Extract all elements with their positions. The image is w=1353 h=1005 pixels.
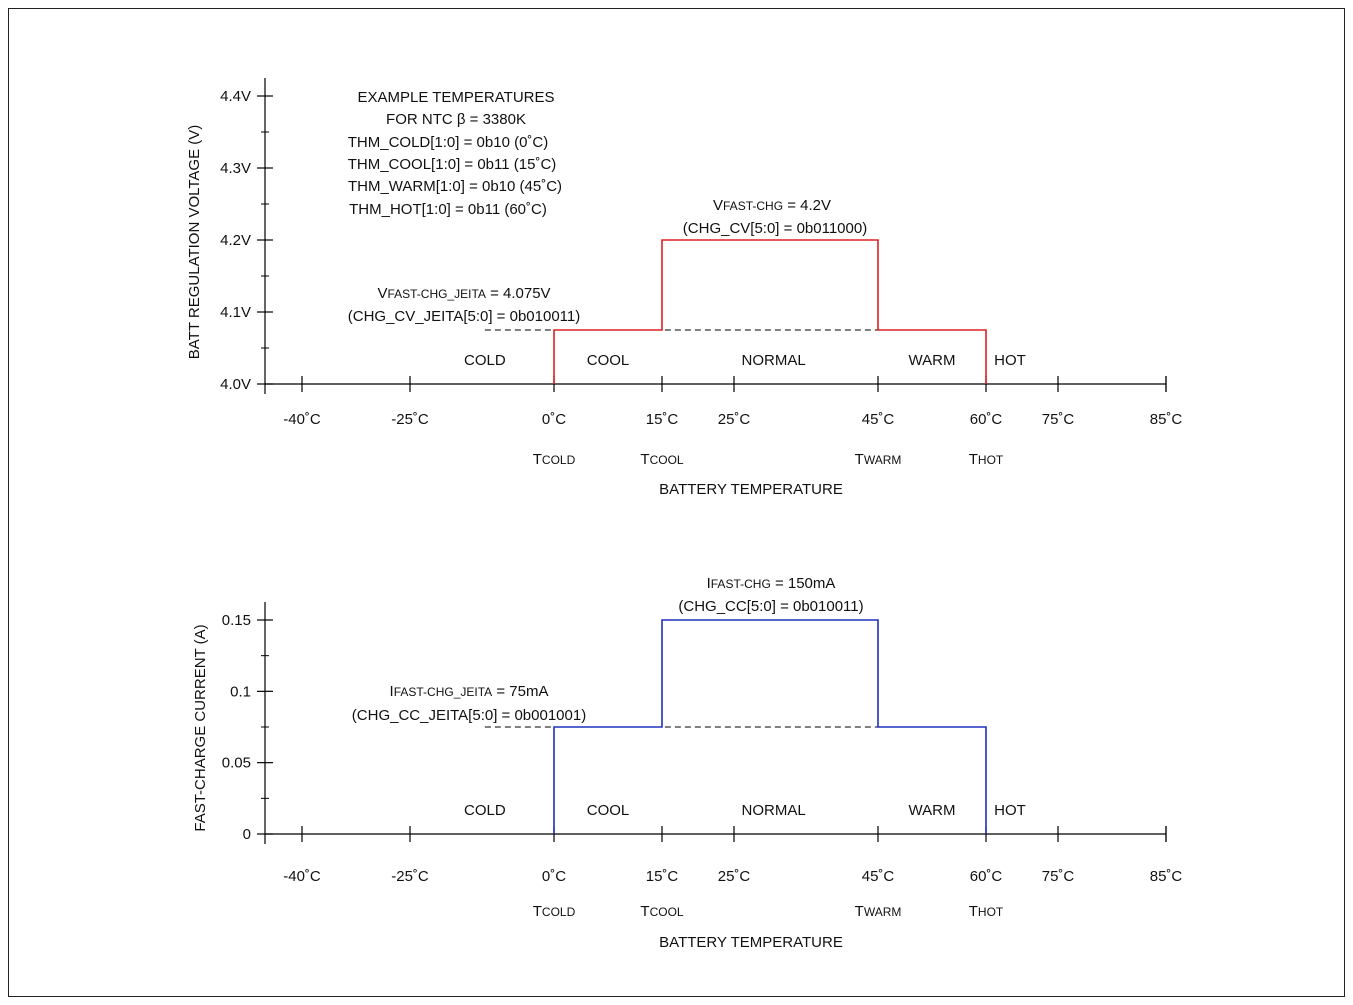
current-ytick-label: 0 [243,826,251,843]
vfast-label: VFAST-CHG = 4.2V [713,197,831,214]
vjeita-label: VFAST-CHG_JEITA = 4.075V [377,285,550,302]
voltage-threshold-label: TCOLD [533,451,576,468]
voltage-xtick-label: 25˚C [718,411,751,428]
current-region-normal: NORMAL [742,802,806,819]
vjeita-register: (CHG_CV_JEITA[5:0] = 0b010011) [348,308,580,325]
threshold-main: T [640,451,649,468]
ifast-main: I [707,575,711,592]
voltage-ytick-label: 4.3V [220,160,251,177]
threshold-sub: COLD [542,905,576,919]
voltage-xtick-label: -40˚C [283,411,321,428]
ijeita-register: (CHG_CC_JEITA[5:0] = 0b001001) [352,707,586,724]
ifast-label: IFAST-CHG = 150mA [707,575,836,592]
current-ytick-label: 0.15 [222,612,251,629]
voltage-xtick-label: 60˚C [970,411,1003,428]
current-series-line [553,619,987,834]
threshold-main: T [533,451,542,468]
vfast-main: V [713,197,723,214]
voltage-ytick-label: 4.1V [220,304,251,321]
current-ytick-label: 0.05 [222,755,251,772]
voltage-chart: BATT REGULATION VOLTAGE (V) BATTERY TEMP… [186,78,1182,498]
voltage-region-hot: HOT [994,352,1026,369]
voltage-region-cold: COLD [464,352,506,369]
current-threshold-label: TCOLD [533,903,576,920]
current-xlabel: BATTERY TEMPERATURE [659,934,843,951]
threshold-main: T [855,903,864,920]
threshold-main: T [969,451,978,468]
voltage-threshold-label: TWARM [855,451,902,468]
voltage-threshold-label: TCOOL [640,451,684,468]
voltage-xtick-label: 85˚C [1150,411,1183,428]
vfast-register: (CHG_CV[5:0] = 0b011000) [683,220,867,237]
vjeita-value: = 4.075V [486,285,551,302]
threshold-sub: COLD [542,453,576,467]
current-region-cold: COLD [464,802,506,819]
voltage-xtick-label: -25˚C [391,411,429,428]
voltage-ylabel: BATT REGULATION VOLTAGE (V) [186,125,203,359]
ijeita-main: I [390,683,394,700]
voltage-region-normal: NORMAL [742,352,806,369]
current-region-cool: COOL [587,802,630,819]
voltage-ytick-label: 4.4V [220,88,251,105]
ifast-register: (CHG_CC[5:0] = 0b010011) [678,598,863,615]
current-threshold-label: TCOOL [640,903,684,920]
voltage-xtick-label: 0˚C [542,411,566,428]
current-threshold-label: THOT [969,903,1004,920]
threshold-sub: HOT [978,453,1004,467]
current-xtick-label: 25˚C [718,868,751,885]
voltage-series-line [553,239,987,384]
current-xtick-label: 60˚C [970,868,1003,885]
voltage-xtick-label: 75˚C [1042,411,1075,428]
voltage-xtick-label: 45˚C [862,411,895,428]
threshold-sub: WARM [864,453,902,467]
vfast-sub: FAST-CHG [723,199,783,213]
vjeita-main: V [377,285,387,302]
example-line-warm: THM_WARM[1:0] = 0b10 (45˚C) [348,178,562,195]
current-chart: FAST-CHARGE CURRENT (A) BATTERY TEMPERAT… [192,575,1182,951]
current-xtick-label: 75˚C [1042,868,1075,885]
voltage-region-cool: COOL [587,352,630,369]
threshold-main: T [640,903,649,920]
ijeita-sub: FAST-CHG_JEITA [394,685,492,699]
ijeita-value: = 75mA [492,683,548,700]
current-xtick-label: 15˚C [646,868,679,885]
example-title-1: EXAMPLE TEMPERATURES [358,89,555,106]
threshold-sub: COOL [650,905,684,919]
voltage-xtick-label: 15˚C [646,411,679,428]
threshold-main: T [533,903,542,920]
current-ytick-label: 0.1 [230,683,251,700]
ijeita-label: IFAST-CHG_JEITA = 75mA [390,683,549,700]
vfast-value: = 4.2V [783,197,831,214]
threshold-main: T [969,903,978,920]
voltage-xlabel: BATTERY TEMPERATURE [659,481,843,498]
voltage-region-warm: WARM [909,352,956,369]
current-region-warm: WARM [909,802,956,819]
voltage-threshold-label: THOT [969,451,1004,468]
voltage-plot-area: 4.0V 4.1V 4.2V 4.3V 4.4V -40˚C -25˚C 0˚C 15˚C 25˚… [220,78,1182,468]
current-xtick-label: 0˚C [542,868,566,885]
example-line-hot: THM_HOT[1:0] = 0b11 (60˚C) [349,201,547,218]
threshold-sub: HOT [978,905,1004,919]
current-ylabel: FAST-CHARGE CURRENT (A) [192,624,209,831]
example-line-cold: THM_COLD[1:0] = 0b10 (0˚C) [348,134,549,151]
threshold-sub: COOL [650,453,684,467]
vjeita-sub: FAST-CHG_JEITA [387,287,485,301]
current-threshold-label: TWARM [855,903,902,920]
figure-frame [8,8,1345,997]
current-plot-area: 0 0.05 0.1 0.15 -40˚C -25˚C 0˚C 15˚C 25˚C 45˚C 60˚… [222,602,1183,920]
voltage-ytick-label: 4.2V [220,232,251,249]
current-region-hot: HOT [994,802,1026,819]
current-xtick-label: 45˚C [862,868,895,885]
ifast-value: = 150mA [771,575,836,592]
example-title-2: FOR NTC β = 3380K [386,111,526,128]
ifast-sub: FAST-CHG [711,577,771,591]
current-xtick-label: 85˚C [1150,868,1183,885]
example-line-cool: THM_COOL[1:0] = 0b11 (15˚C) [348,156,557,173]
voltage-ytick-label: 4.0V [220,376,251,393]
threshold-main: T [855,451,864,468]
current-xtick-label: -40˚C [283,868,321,885]
threshold-sub: WARM [864,905,902,919]
current-xtick-label: -25˚C [391,868,429,885]
